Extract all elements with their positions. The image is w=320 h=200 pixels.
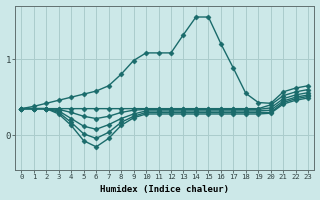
X-axis label: Humidex (Indice chaleur): Humidex (Indice chaleur)	[100, 185, 229, 194]
